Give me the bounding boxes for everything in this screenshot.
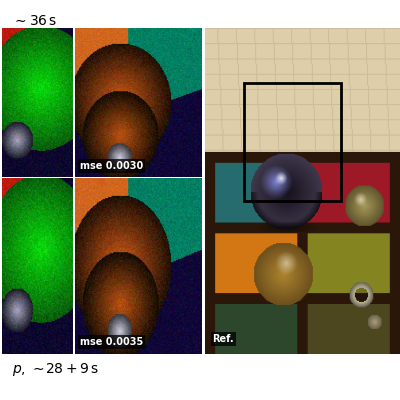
Text: mse 0.0030: mse 0.0030	[80, 161, 143, 171]
Bar	[244, 84, 341, 201]
Text: mse 0.0035: mse 0.0035	[80, 337, 143, 347]
Text: $\sim 36\,\mathrm{s}$: $\sim 36\,\mathrm{s}$	[12, 14, 58, 28]
Text: $p,\,\sim\!28+9\,\mathrm{s}$: $p,\,\sim\!28+9\,\mathrm{s}$	[12, 361, 99, 378]
Text: Ref.: Ref.	[212, 334, 234, 344]
